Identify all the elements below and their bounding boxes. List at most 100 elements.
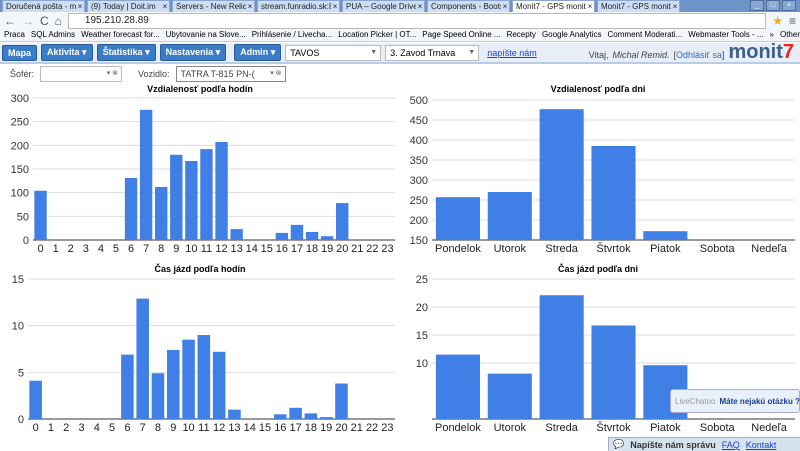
statistika-menu[interactable]: Štatistika ▾ (96, 44, 156, 61)
bar[interactable] (139, 109, 153, 240)
home-icon[interactable]: ⌂ (54, 14, 62, 28)
browser-tab[interactable]: Monit7 - GPS monitoring× (597, 0, 680, 12)
reload-icon[interactable]: C (40, 14, 49, 28)
bar[interactable] (185, 160, 198, 240)
bookmark[interactable]: » (769, 30, 774, 39)
bar[interactable] (435, 354, 480, 419)
x-tick-label: 5 (113, 243, 119, 255)
bar[interactable] (34, 190, 47, 240)
bar[interactable] (275, 232, 289, 240)
bookmark[interactable]: Webmaster Tools - ... (688, 30, 764, 39)
close-tab-icon[interactable]: × (77, 2, 83, 11)
chat-popup[interactable]: LiveChatoo Máte nejakú otázku ? × (670, 389, 800, 413)
browser-tab[interactable]: (9) Today | Doit.im × (87, 0, 170, 12)
vehicle-select[interactable]: TATRA T-815 PN-(▾ ⊗ (175, 66, 286, 82)
browser-tab[interactable]: Servers - New Relic × (172, 0, 255, 12)
bar[interactable] (539, 109, 584, 240)
browser-tab[interactable]: Doručená pošta - mich× (2, 0, 85, 12)
bookmark[interactable]: Weather forecast for... (81, 30, 160, 39)
bar[interactable] (121, 354, 134, 419)
close-tab-icon[interactable]: × (247, 2, 253, 11)
mapa-button[interactable]: Mapa (2, 44, 38, 61)
bar[interactable] (155, 186, 168, 240)
tab-label: Doručená pošta - mich (6, 2, 76, 11)
browser-tab[interactable]: stream.funradio.sk:8000× (257, 0, 340, 12)
maximize-icon[interactable]: □ (766, 0, 780, 11)
browser-tab-bar: Doručená pošta - mich×(9) Today | Doit.i… (0, 0, 800, 12)
bar[interactable] (319, 417, 333, 419)
bar[interactable] (151, 373, 165, 419)
bookmark[interactable]: Location Picker | OT... (338, 30, 417, 39)
bookmark[interactable]: Recepty (506, 30, 536, 39)
bar[interactable] (212, 351, 226, 419)
close-tab-icon[interactable]: × (417, 2, 423, 11)
aktivita-menu[interactable]: Aktivita ▾ (41, 44, 93, 61)
faq-link[interactable]: FAQ (721, 439, 740, 450)
chat-bar[interactable]: 💬 Napíšte nám správu FAQ Kontakt (608, 437, 800, 451)
back-icon[interactable]: ← (4, 14, 16, 28)
bar[interactable] (197, 335, 211, 419)
bar[interactable] (167, 349, 180, 419)
bar[interactable] (539, 295, 584, 419)
minimize-icon[interactable]: _ (750, 0, 764, 11)
bar[interactable] (182, 339, 195, 419)
clear-icon[interactable]: ▾ ⊗ (106, 70, 119, 77)
admin-menu[interactable]: Admin ▾ (234, 44, 282, 61)
bar[interactable] (305, 231, 319, 240)
bar[interactable] (487, 373, 532, 419)
bar[interactable] (200, 149, 213, 240)
bar[interactable] (336, 203, 349, 240)
bookmark[interactable]: Ubytovanie na Slove... (165, 30, 246, 39)
bar[interactable] (591, 325, 636, 419)
app-nav: Mapa Aktivita ▾ Štatistika ▾ Nastavenia … (0, 42, 800, 64)
bar[interactable] (215, 142, 228, 240)
url-input[interactable]: 195.210.28.89 (67, 13, 767, 29)
bar[interactable] (304, 413, 318, 419)
bookmark[interactable]: Other bookmarks (779, 30, 800, 39)
browser-tab[interactable]: PUA – Google Drive × (342, 0, 425, 12)
write-us-link[interactable]: napíšte nám (487, 47, 537, 58)
bar[interactable] (170, 154, 183, 240)
x-tick-label: 22 (366, 422, 378, 434)
bar[interactable] (290, 224, 304, 240)
bookmark[interactable]: Comment Moderati... (607, 30, 683, 39)
close-tab-icon[interactable]: × (162, 2, 168, 11)
bar[interactable] (230, 229, 243, 240)
branch-select[interactable]: 3. Zavod Trnava ▼ (385, 44, 480, 61)
bar[interactable] (335, 383, 348, 419)
browser-tab[interactable]: Monit7 - GPS monitoring× (512, 0, 595, 12)
bar[interactable] (643, 231, 688, 240)
company-select[interactable]: TAVOS ▼ (285, 44, 382, 61)
logout-link[interactable]: Odhlásiť sa (676, 50, 722, 60)
bookmark[interactable]: Praca (4, 30, 25, 39)
close-tab-icon[interactable]: × (332, 2, 338, 11)
driver-select[interactable]: ▾ ⊗ (40, 66, 123, 82)
close-tab-icon[interactable]: × (587, 2, 593, 11)
star-icon[interactable]: ★ (772, 14, 783, 28)
bar[interactable] (435, 197, 480, 240)
bar[interactable] (289, 407, 302, 419)
bookmark[interactable]: Prihlásenie / Livecha... (251, 30, 333, 39)
bar[interactable] (228, 409, 241, 419)
forward-icon[interactable]: → (22, 14, 34, 28)
clear-icon[interactable]: ▾ ⊗ (270, 70, 282, 77)
bookmark[interactable]: Page Speed Online ... (422, 30, 501, 39)
monit7-logo: monit7 (728, 42, 794, 62)
close-tab-icon[interactable]: × (672, 2, 678, 11)
bar[interactable] (136, 298, 149, 419)
bar[interactable] (591, 146, 636, 240)
bookmark[interactable]: Google Analytics (541, 30, 602, 39)
bar[interactable] (29, 380, 42, 419)
bar[interactable] (320, 236, 334, 240)
bar[interactable] (487, 192, 532, 240)
menu-icon[interactable]: ≡ (788, 14, 796, 28)
browser-tab[interactable]: Components - Bootstrap× (427, 0, 510, 12)
nastavenia-menu[interactable]: Nastavenia ▾ (159, 44, 227, 61)
bookmark[interactable]: SQL Admins (30, 30, 76, 39)
contact-link[interactable]: Kontakt (745, 439, 777, 450)
bar[interactable] (274, 414, 287, 419)
bar[interactable] (124, 177, 138, 240)
x-tick-label: Štvrtok (596, 421, 631, 434)
close-window-icon[interactable]: × (782, 0, 796, 11)
close-tab-icon[interactable]: × (502, 2, 508, 11)
